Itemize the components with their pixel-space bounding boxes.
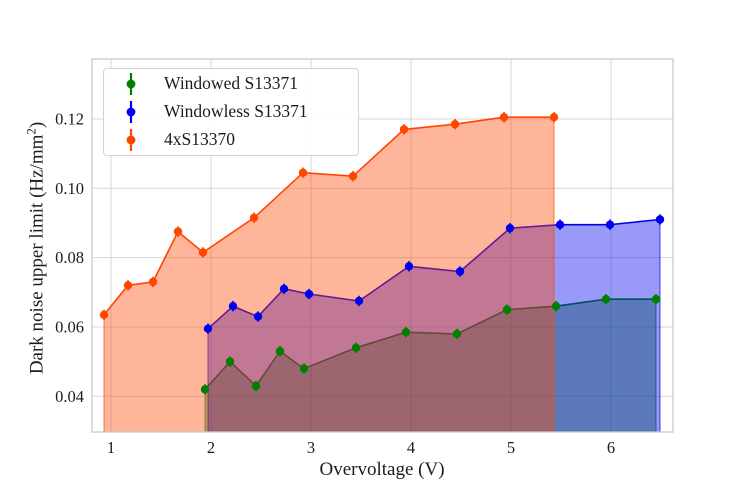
series-line-1: [207, 218, 661, 330]
data-point-marker-0-10: [601, 295, 611, 304]
plot-border: [91, 58, 674, 433]
y-axis-label-suffix: ): [26, 121, 48, 129]
errorbar-marker-icon: [126, 129, 136, 151]
data-point-marker-1-9: [555, 220, 565, 229]
x-tick-label-6: 6: [607, 438, 615, 457]
y-tick-label-0.04: 0.04: [55, 387, 84, 406]
legend-label: Windowless S13371: [164, 101, 308, 122]
data-point-marker-2-8: [399, 125, 409, 134]
data-point-marker-0-8: [502, 305, 512, 314]
data-point-marker-1-0: [203, 324, 213, 333]
data-point-marker-2-2: [148, 277, 158, 287]
data-point-marker-1-3: [279, 284, 289, 294]
legend-item-windowed-s13371: Windowed S13371: [104, 70, 358, 98]
x-tick-label-3: 3: [307, 438, 315, 457]
data-point-marker-2-9: [450, 119, 460, 129]
data-point-marker-0-3: [275, 347, 285, 356]
y-axis-label-superscript: 2: [23, 128, 39, 135]
legend-label: 4xS13370: [164, 129, 235, 150]
data-point-marker-1-7: [455, 267, 465, 276]
data-point-marker-0-2: [251, 381, 261, 391]
data-point-marker-1-4: [304, 289, 314, 299]
x-axis-label: Overvoltage (V): [319, 459, 445, 480]
area-fill-0: [205, 299, 656, 432]
x-tick-label-1: 1: [107, 438, 115, 457]
errorbar-marker-icon: [126, 73, 136, 95]
data-point-marker-0-6: [401, 327, 411, 337]
data-point-marker-0-11: [651, 295, 661, 304]
data-point-marker-0-7: [452, 329, 462, 339]
y-axis-label-text: Dark noise upper limit (Hz/mm: [26, 134, 48, 375]
data-point-marker-2-4: [198, 248, 208, 257]
legend-item-windowless-s13371: Windowless S13371: [104, 98, 358, 126]
x-tick-label-2: 2: [207, 438, 215, 457]
data-point-marker-0-0: [200, 385, 210, 394]
area-fill-2: [104, 117, 554, 432]
series-line-2: [103, 116, 554, 316]
data-point-marker-2-3: [173, 227, 183, 236]
legend: Windowed S13371 Windowless S13371 4xS133…: [103, 68, 359, 156]
data-point-marker-0-9: [551, 301, 561, 311]
y-tick-label-0.12: 0.12: [55, 109, 84, 128]
data-point-marker-2-0: [99, 310, 109, 320]
data-point-marker-2-7: [348, 171, 358, 181]
legend-item-4xs13370: 4xS13370: [104, 126, 358, 154]
y-tick-label-0.10: 0.10: [55, 179, 84, 198]
data-point-marker-2-10: [499, 113, 509, 122]
data-point-marker-0-5: [351, 343, 361, 352]
data-point-marker-1-6: [404, 262, 414, 271]
data-point-marker-1-11: [655, 215, 665, 224]
data-point-marker-1-5: [354, 296, 364, 306]
data-point-marker-0-4: [299, 364, 309, 373]
y-tick-label-0.06: 0.06: [55, 317, 84, 336]
x-tick-label-4: 4: [407, 438, 415, 457]
area-fill-1: [208, 219, 660, 432]
data-point-marker-2-6: [298, 168, 308, 177]
series-line-0: [204, 298, 656, 390]
data-point-marker-1-2: [253, 312, 263, 321]
data-point-marker-1-10: [605, 220, 615, 229]
data-point-marker-0-1: [225, 357, 235, 366]
data-point-marker-1-8: [505, 223, 515, 233]
data-point-marker-2-1: [123, 281, 133, 290]
data-point-marker-1-1: [228, 301, 238, 311]
y-axis-label: Dark noise upper limit (Hz/mm2): [23, 122, 48, 374]
data-point-marker-2-11: [549, 113, 559, 122]
errorbar-marker-icon: [126, 101, 136, 123]
data-point-marker-2-5: [249, 213, 259, 222]
y-tick-label-0.08: 0.08: [55, 248, 84, 267]
x-tick-label-5: 5: [507, 438, 515, 457]
legend-label: Windowed S13371: [164, 73, 298, 94]
